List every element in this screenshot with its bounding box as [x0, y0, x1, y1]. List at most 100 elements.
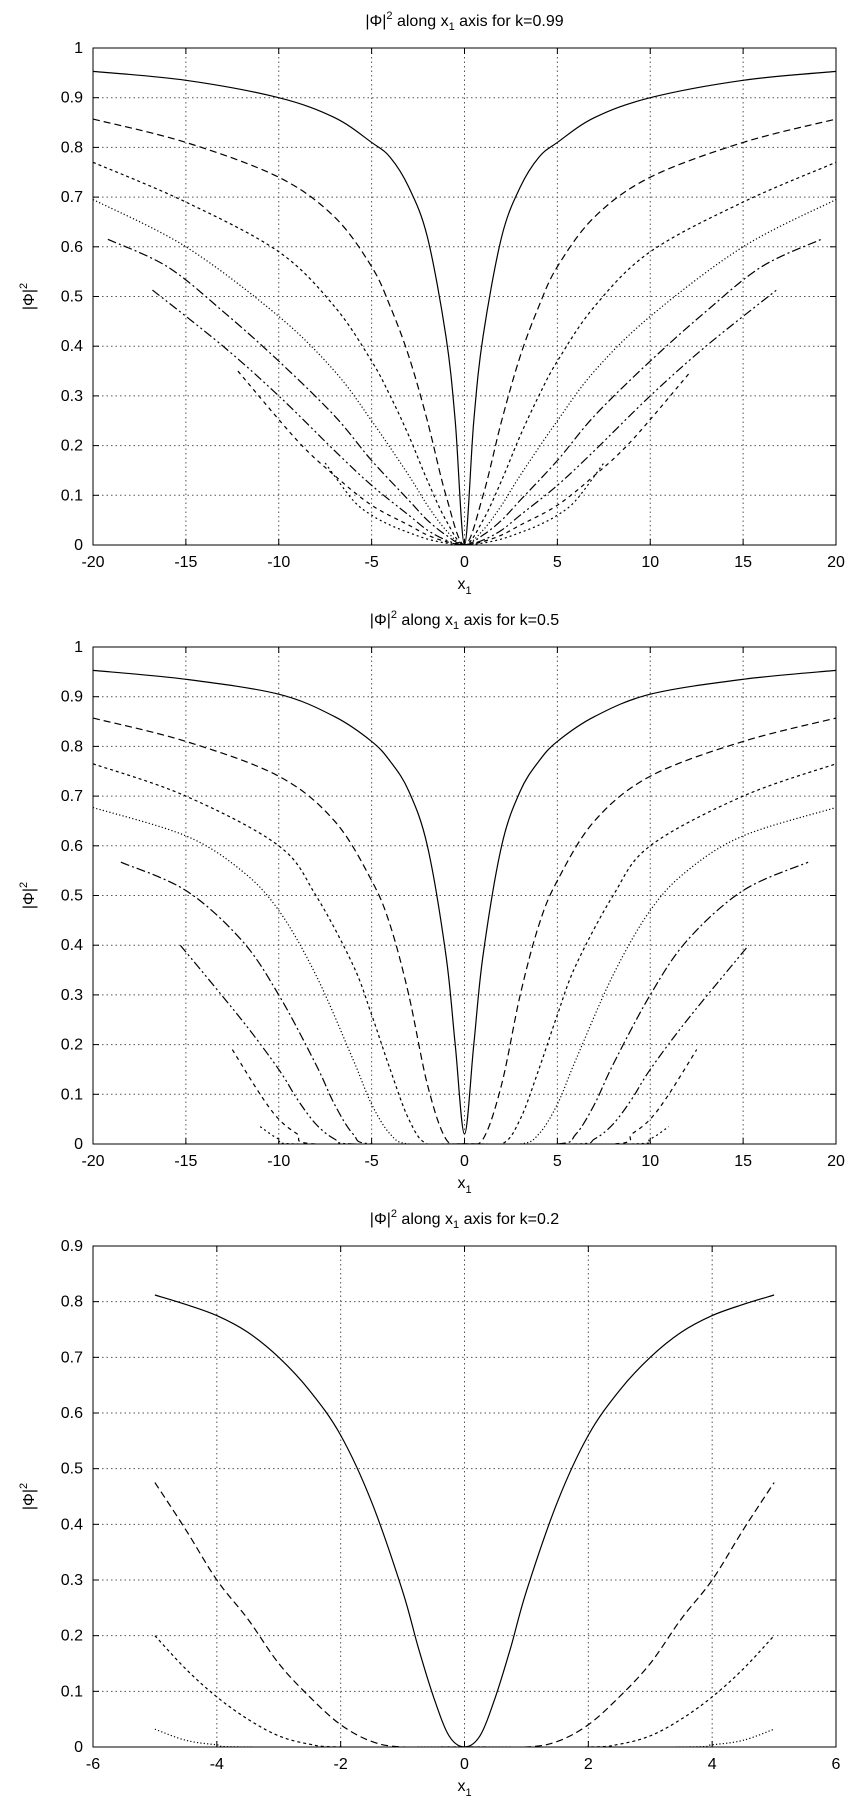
x-tick-label: 0 [460, 1153, 469, 1170]
x-tick-label: -5 [365, 554, 379, 571]
grid [93, 647, 836, 1144]
x-axis-label-sub: 1 [465, 585, 471, 597]
x-axis-label-main: x [457, 1778, 465, 1795]
series-line-5-dash-dot [120, 861, 809, 1144]
y-tick-label: 0 [74, 1739, 83, 1756]
series-line-1-solid [154, 1294, 775, 1747]
y-tick-label: 0.6 [61, 1405, 83, 1422]
title-sub: 1 [449, 21, 455, 33]
x-tick-label: 20 [827, 1153, 845, 1170]
y-tick-label: 0.8 [61, 738, 83, 755]
series-line-1-solid [93, 669, 836, 1135]
y-tick-label: 0.8 [61, 139, 83, 156]
y-tick-label: 1 [74, 40, 83, 57]
y-axis-label-main: |Φ| [21, 289, 38, 310]
title-mid: along x [397, 612, 453, 629]
x-axis-label: x1 [457, 1175, 471, 1196]
y-tick-label: 0.1 [61, 1086, 83, 1103]
title-mid: along x [393, 13, 449, 30]
x-axis-label-main: x [457, 576, 465, 593]
y-tick-label: 0.8 [61, 1294, 83, 1311]
y-tick-label: 0.2 [61, 1628, 83, 1645]
series-line-7-sparse-dash [231, 1049, 698, 1144]
title-sup: 2 [391, 1208, 397, 1220]
x-tick-label: 15 [734, 1153, 752, 1170]
title-main: |Φ| [365, 13, 386, 30]
y-tick-label: 0.7 [61, 189, 83, 206]
series-line-5-dash-dot [107, 238, 822, 545]
title-main: |Φ| [370, 1211, 391, 1228]
title-tail: axis for k=0.2 [459, 1211, 559, 1228]
chart-panel-1: -20 -15 -10 -5 0 5 10 15 20 0 0.1 0.2 0.3 0.4 0.5 0.6 0.… [18, 10, 845, 597]
x-tick-label: -5 [365, 1153, 379, 1170]
x-tick-label: 4 [708, 1756, 717, 1773]
x-tick-label: 0 [460, 554, 469, 571]
y-tick-label: 0.1 [61, 487, 83, 504]
series-group [154, 1294, 775, 1747]
x-tick-label: -10 [267, 1153, 290, 1170]
y-tick-label: 0.4 [61, 1516, 83, 1533]
series-line-6-dash-dot-dot [179, 944, 750, 1144]
y-tick-label: 0.4 [61, 937, 83, 954]
y-tick-label: 0 [74, 1136, 83, 1153]
y-axis-label: |Φ|2 [18, 1483, 38, 1510]
series-line-2-dashed [93, 717, 836, 1144]
title-sup: 2 [386, 10, 392, 22]
y-tick-label: 0.2 [61, 438, 83, 455]
y-axis-label-main: |Φ| [21, 1489, 38, 1510]
title-sup: 2 [391, 609, 397, 621]
y-tick-label: 0.9 [61, 1238, 83, 1255]
y-tick-label: 0.5 [61, 289, 83, 306]
x-axis-label: x1 [457, 576, 471, 597]
title-tail: axis for k=0.99 [455, 13, 564, 30]
x-tick-label: 5 [553, 554, 562, 571]
chart-title: |Φ|2 along x1 axis for k=0.2 [370, 1208, 560, 1231]
plot-frame [92, 1245, 837, 1748]
title-tail: axis for k=0.5 [459, 612, 559, 629]
series-line-3-short-dash [93, 763, 836, 1144]
y-axis-label-sup: 2 [18, 1483, 30, 1489]
y-axis-label: |Φ|2 [18, 283, 38, 310]
y-axis-label-main: |Φ| [21, 888, 38, 909]
series-line-3-short-dash [154, 1635, 775, 1747]
x-tick-label: 0 [460, 1756, 469, 1773]
y-tick-label: 0.6 [61, 838, 83, 855]
title-sub: 1 [453, 620, 459, 632]
series-line-6-dash-dot-dot [152, 289, 777, 545]
series-line-8-fine-dash [324, 462, 605, 545]
series-line-4-dotted [93, 806, 836, 1144]
y-tick-label: 0.5 [61, 888, 83, 905]
x-tick-label: -6 [86, 1756, 100, 1773]
chart-title: |Φ|2 along x1 axis for k=0.99 [365, 10, 563, 33]
x-tick-label: 20 [827, 554, 845, 571]
y-tick-label: 0.9 [61, 689, 83, 706]
chart-panel-3: -6 -4 -2 0 2 4 6 0 0.1 0.2 0.3 0.4 0.5 0.6 0.7 0.8 0.9 |Φ… [18, 1208, 841, 1799]
x-tick-label: 5 [553, 1153, 562, 1170]
y-tick-label: 0.5 [61, 1461, 83, 1478]
series-line-3-short-dash [93, 161, 836, 545]
y-tick-label: 0.3 [61, 1572, 83, 1589]
series-group [93, 669, 836, 1144]
grid [93, 1246, 836, 1747]
y-tick-label: 0.3 [61, 388, 83, 405]
x-tick-label: -10 [267, 554, 290, 571]
y-tick-label: 0.1 [61, 1683, 83, 1700]
x-tick-label: -15 [174, 554, 197, 571]
y-tick-label: 0.4 [61, 338, 83, 355]
x-tick-label: -20 [81, 554, 104, 571]
x-axis-label-main: x [457, 1175, 465, 1192]
title-mid: along x [397, 1211, 453, 1228]
x-tick-label: 10 [641, 554, 659, 571]
series-group [93, 70, 836, 545]
y-tick-label: 0.9 [61, 90, 83, 107]
series-line-2-dashed [154, 1482, 775, 1747]
x-tick-label: 10 [641, 1153, 659, 1170]
y-tick-label: 0.6 [61, 239, 83, 256]
series-line-4-dotted [154, 1728, 775, 1747]
x-axis-label-sub: 1 [465, 1184, 471, 1196]
y-tick-label: 0.7 [61, 1349, 83, 1366]
y-tick-label: 1 [74, 639, 83, 656]
series-line-1-solid [93, 70, 836, 545]
chart-title: |Φ|2 along x1 axis for k=0.5 [370, 609, 560, 632]
